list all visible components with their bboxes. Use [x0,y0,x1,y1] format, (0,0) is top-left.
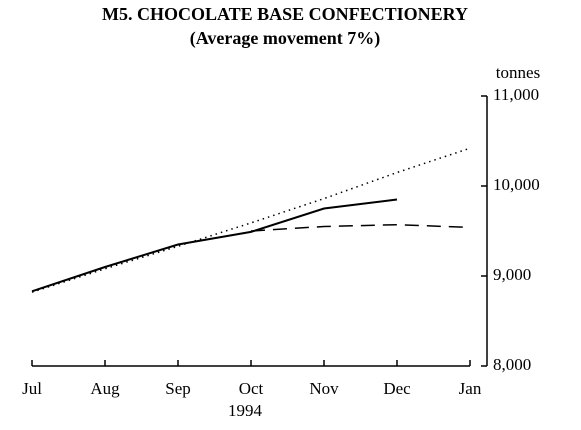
y-tick-label: 11,000 [493,85,539,104]
x-tick-label: Oct [239,379,264,398]
x-tick-label: Nov [309,379,339,398]
chart-title: M5. CHOCOLATE BASE CONFECTIONERY [102,4,468,24]
y-tick-label: 10,000 [493,175,540,194]
x-tick-label: Dec [383,379,411,398]
chart-subtitle: (Average movement 7%) [190,28,381,49]
y-tick-label: 8,000 [493,355,531,374]
series-line [31,198,398,293]
x-tick-label: Jan [459,379,482,398]
x-tick-label: Jul [22,379,42,398]
x-axis-label: 1994 [228,401,263,420]
series-line [31,147,471,293]
y-axis-label: tonnes [496,63,540,82]
x-tick-label: Aug [90,379,120,398]
x-tick-label: Sep [165,379,191,398]
y-tick-label: 9,000 [493,265,531,284]
series-line [250,223,471,232]
